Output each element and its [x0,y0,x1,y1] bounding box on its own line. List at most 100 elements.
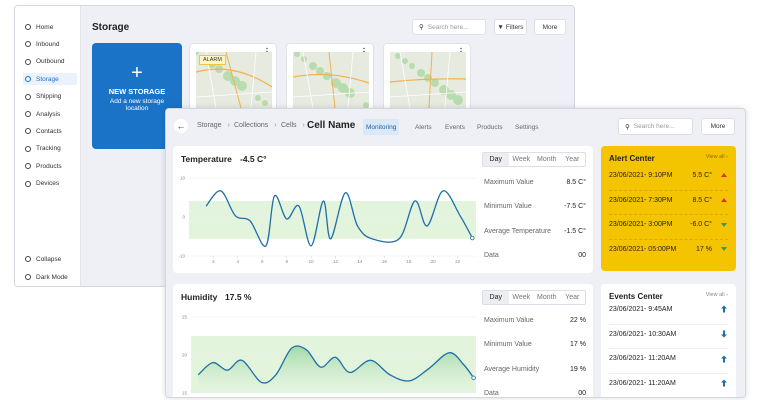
nav-item[interactable]: Tracking [23,143,77,155]
period-tab[interactable]: Week [512,294,531,301]
period-tab[interactable]: Month [537,294,557,301]
map-road [428,52,433,108]
period-tab[interactable]: Year [565,294,580,301]
nav-item[interactable]: Home [23,21,77,33]
stat-value: 22 % [570,317,586,324]
trend-arrow [721,330,727,338]
alert-center: Alert Center View all 23/06/2021- 9:10PM 5.… [601,146,736,271]
nav-label: Contacts [36,127,62,135]
x-tick-label: 2 [212,259,215,264]
search-placeholder: Search here... [633,123,675,130]
back-button[interactable]: ← [174,119,188,133]
nav-icon [25,93,31,100]
temperature-chart: -10 0 10 2 4 6 8 10 12 14 16 18 20 22 [178,176,476,264]
panel-title: Humidity [181,292,218,302]
nav-label: Dark Mode [36,273,68,281]
nav-item[interactable]: Analysis [23,108,77,120]
arrow [721,379,727,387]
tab[interactable]: Products [477,123,503,131]
temperature-panel: Temperature -4.5 C° Day Week Month Year Maximu… [173,146,593,273]
stat-value: 00 [578,389,586,397]
nav-item[interactable]: Shipping [23,91,77,103]
event-row: 23/06/2021- 9:10PM 5.5 C° [609,165,728,185]
nav-item[interactable]: Contacts [23,125,77,137]
nav-icon [25,76,31,83]
line [197,345,475,384]
alarm-badge: ALARM [199,55,226,65]
nav-item[interactable]: Devices [23,178,77,190]
map-park [409,63,415,69]
search-box[interactable]: ⚲ Search here... [618,118,693,135]
breadcrumb-item[interactable]: Collections [234,122,277,129]
nav-label: Collapse [36,255,62,263]
map-road [196,68,272,88]
stat-value: -1.5 C° [564,227,586,235]
nav-item[interactable]: Outbound [23,56,77,68]
breadcrumb-item[interactable]: Storage [197,122,230,129]
filters-label: Filters [505,23,524,31]
x-tick-label: 4 [237,259,240,264]
new-storage-subtitle: Add a new storage location [109,98,165,112]
nav-label: Storage [36,75,59,83]
more-button[interactable]: More [534,19,566,35]
view-all[interactable]: View all [706,292,728,298]
nav-item[interactable]: Inbound [23,38,77,50]
nav-item[interactable]: Products [23,160,77,172]
nav-icon [25,111,31,117]
stat-value: 00 [578,251,586,259]
panel-title: Events Center [609,292,663,301]
period-tab[interactable]: Day [483,153,509,166]
nav-icon [25,163,31,170]
stat-value: 19 % [570,365,586,373]
trend-arrow [721,173,727,177]
row-time: 23/06/2021- 11:20AM [609,379,676,387]
nav-label: Shipping [36,93,62,101]
plus-icon: + [131,62,143,84]
search-box[interactable]: ⚲ Search here... [412,19,486,35]
map-park [331,78,341,88]
stat-label: Maximum Value [484,179,534,186]
triangle [721,222,727,227]
arrow [721,305,727,313]
map-park [309,62,317,70]
tab[interactable]: Alerts [415,123,432,131]
map-road [390,78,466,83]
period-tab[interactable]: Week [512,156,531,163]
nav-item[interactable]: Storage [23,73,77,86]
map-park [431,79,439,87]
map-park [294,52,300,57]
y-tick-label: 0 [182,215,185,220]
trend-arrow [721,305,727,313]
stat-label: Data [484,389,499,397]
event-row: 23/06/2021- 9:45AM [609,299,728,319]
period-tab[interactable]: Day [483,291,509,304]
map-park [395,53,401,59]
period-tab[interactable]: Year [565,156,580,163]
stat-value: -7.5 C° [564,203,586,211]
period-tab[interactable]: Month [537,156,557,163]
tab[interactable]: Monitoring [363,119,400,135]
view-all[interactable]: View all [706,154,728,160]
nav-item[interactable]: Collapse [23,253,77,265]
nav-icon [25,274,31,280]
stat-row: Minimum Value -7.5 C° [484,203,586,210]
tab[interactable]: Events [445,123,465,131]
stat-label: Average Temperature [484,227,552,235]
y-tick-label: 25 [182,315,188,320]
row-value: 8.5 C° [692,196,712,204]
nav-icon [25,24,31,30]
filters-button[interactable]: ▼ Filters [494,19,527,35]
map-road [390,52,466,108]
breadcrumb-item[interactable]: Cells [281,122,305,129]
tab[interactable]: Settings [515,123,539,131]
stat-row: Maximum Value 22 % [484,317,586,324]
map-park [262,100,268,106]
more-button[interactable]: More [701,118,735,135]
nav-item[interactable]: Dark Mode [23,271,77,283]
x-tick-label: 18 [406,259,412,264]
x-tick-label: 12 [333,259,339,264]
cell-window: ← Cell Name ⚲ Search here... More Tempera… [165,108,746,398]
nav-label: Outbound [36,58,65,66]
nav-icon [25,180,31,187]
